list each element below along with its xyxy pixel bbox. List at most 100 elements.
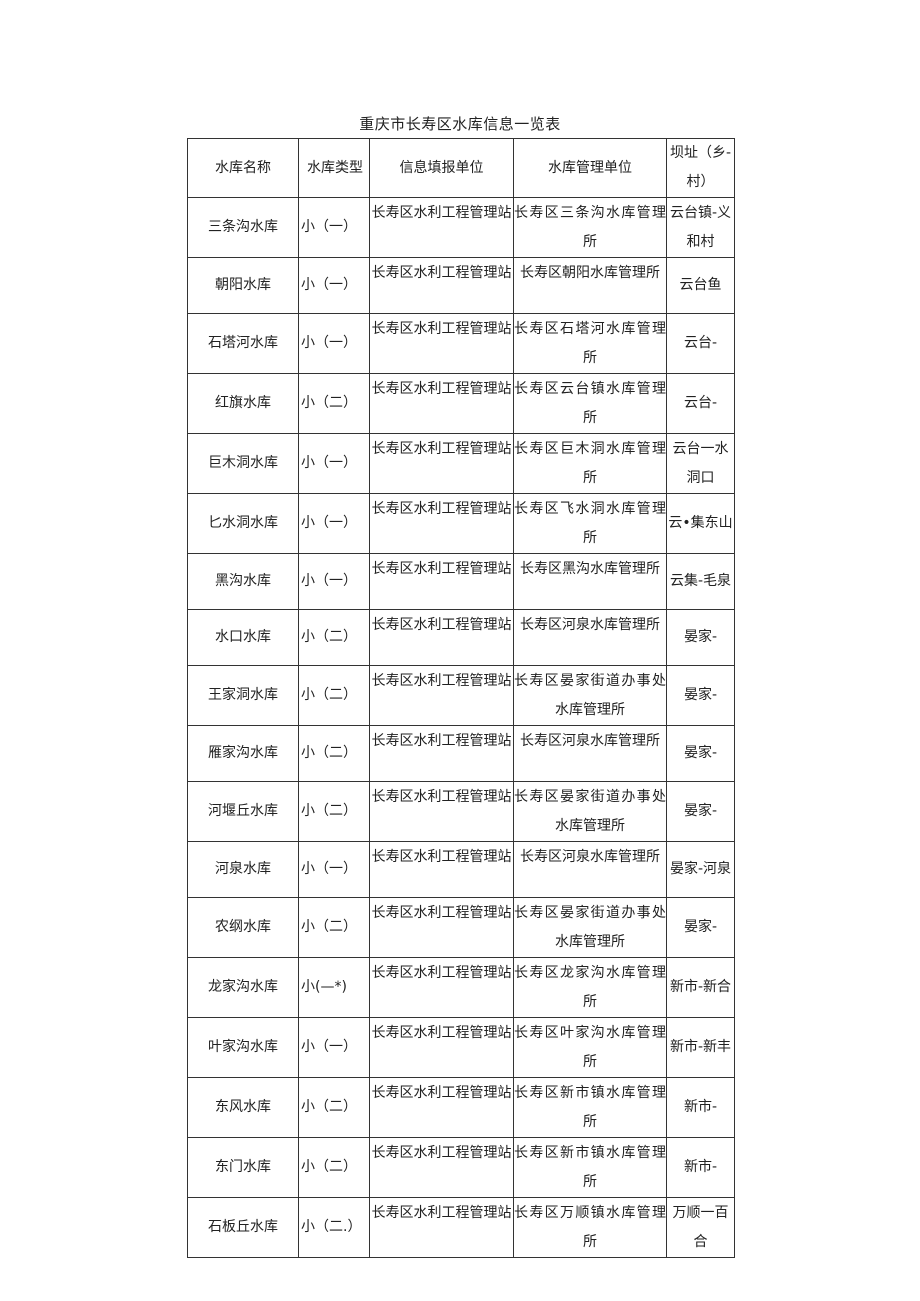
header-management-unit: 水库管理单位	[513, 138, 667, 198]
reporting-unit-cell: 长寿区水利工程管理站	[369, 1077, 514, 1138]
reservoir-type-cell: 小（二）	[298, 665, 370, 726]
dam-site-cell: 万顺一百合	[666, 1197, 735, 1258]
reservoir-table: 水库名称 水库类型 信息填报单位 水库管理单位 坝址（乡-村） 三条沟水库 小（一…	[187, 138, 735, 1258]
reservoir-name-cell: 匕水洞水库	[187, 493, 299, 554]
reporting-unit-cell: 长寿区水利工程管理站	[369, 493, 514, 554]
reservoir-name-cell: 王家洞水库	[187, 665, 299, 726]
dam-site-cell: 云台鱼	[666, 257, 735, 314]
table-row: 石板丘水库 小（二.） 长寿区水利工程管理站 长寿区万顺镇水库管理所 万顺一百合	[187, 1197, 735, 1258]
management-unit-cell: 长寿区新市镇水库管理所	[513, 1137, 667, 1198]
reservoir-type-cell: 小（一）	[298, 197, 370, 258]
reservoir-type-cell: 小（二）	[298, 1077, 370, 1138]
reporting-unit-cell: 长寿区水利工程管理站	[369, 725, 514, 782]
reservoir-name-cell: 东门水库	[187, 1137, 299, 1198]
management-unit-cell: 长寿区黑沟水库管理所	[513, 553, 667, 610]
reservoir-type-cell: 小（二.）	[298, 1197, 370, 1258]
dam-site-cell: 晏家-河泉	[666, 841, 735, 898]
table-row: 黑沟水库 小（一） 长寿区水利工程管理站 长寿区黑沟水库管理所 云集-毛泉	[187, 553, 735, 610]
reservoir-name-cell: 红旗水库	[187, 373, 299, 434]
dam-site-cell: 云•集东山	[666, 493, 735, 554]
management-unit-cell: 长寿区河泉水库管理所	[513, 725, 667, 782]
reservoir-type-cell: 小（一）	[298, 433, 370, 494]
dam-site-cell: 云台镇-义和村	[666, 197, 735, 258]
reservoir-type-cell: 小(—*)	[298, 957, 370, 1018]
reporting-unit-cell: 长寿区水利工程管理站	[369, 957, 514, 1018]
management-unit-cell: 长寿区龙家沟水库管理所	[513, 957, 667, 1018]
reservoir-type-cell: 小（一）	[298, 1017, 370, 1078]
table-row: 朝阳水库 小（一） 长寿区水利工程管理站 长寿区朝阳水库管理所 云台鱼	[187, 257, 735, 314]
dam-site-cell: 晏家-	[666, 725, 735, 782]
dam-site-cell: 新市-	[666, 1077, 735, 1138]
reservoir-type-cell: 小（一）	[298, 257, 370, 314]
dam-site-cell: 新市-新合	[666, 957, 735, 1018]
table-row: 叶家沟水库 小（一） 长寿区水利工程管理站 长寿区叶家沟水库管理所 新市-新丰	[187, 1017, 735, 1078]
table-row: 三条沟水库 小（一） 长寿区水利工程管理站 长寿区三条沟水库管理所 云台镇-义和村	[187, 197, 735, 258]
reservoir-name-cell: 巨木洞水库	[187, 433, 299, 494]
table-row: 龙家沟水库 小(—*) 长寿区水利工程管理站 长寿区龙家沟水库管理所 新市-新合	[187, 957, 735, 1018]
table-row: 河堰丘水库 小（二） 长寿区水利工程管理站 长寿区晏家街道办事处水库管理所 晏家-	[187, 781, 735, 842]
dam-site-cell: 新市-新丰	[666, 1017, 735, 1078]
reservoir-name-cell: 农纲水库	[187, 897, 299, 958]
table-row: 东门水库 小（二） 长寿区水利工程管理站 长寿区新市镇水库管理所 新市-	[187, 1137, 735, 1198]
management-unit-cell: 长寿区万顺镇水库管理所	[513, 1197, 667, 1258]
table-row: 东风水库 小（二） 长寿区水利工程管理站 长寿区新市镇水库管理所 新市-	[187, 1077, 735, 1138]
reservoir-name-cell: 黑沟水库	[187, 553, 299, 610]
reservoir-name-cell: 朝阳水库	[187, 257, 299, 314]
dam-site-cell: 新市-	[666, 1137, 735, 1198]
table-row: 巨木洞水库 小（一） 长寿区水利工程管理站 长寿区巨木洞水库管理所 云台一水洞口	[187, 433, 735, 494]
reservoir-type-cell: 小（二）	[298, 897, 370, 958]
dam-site-cell: 云台一水洞口	[666, 433, 735, 494]
reservoir-name-cell: 石塔河水库	[187, 313, 299, 374]
reporting-unit-cell: 长寿区水利工程管理站	[369, 433, 514, 494]
reservoir-type-cell: 小（一）	[298, 493, 370, 554]
management-unit-cell: 长寿区晏家街道办事处水库管理所	[513, 897, 667, 958]
reporting-unit-cell: 长寿区水利工程管理站	[369, 609, 514, 666]
management-unit-cell: 长寿区河泉水库管理所	[513, 609, 667, 666]
reporting-unit-cell: 长寿区水利工程管理站	[369, 841, 514, 898]
table-row: 匕水洞水库 小（一） 长寿区水利工程管理站 长寿区飞水洞水库管理所 云•集东山	[187, 493, 735, 554]
reservoir-name-cell: 河堰丘水库	[187, 781, 299, 842]
header-reporting-unit: 信息填报单位	[369, 138, 514, 198]
reporting-unit-cell: 长寿区水利工程管理站	[369, 897, 514, 958]
table-header-row: 水库名称 水库类型 信息填报单位 水库管理单位 坝址（乡-村）	[187, 138, 735, 198]
management-unit-cell: 长寿区晏家街道办事处水库管理所	[513, 781, 667, 842]
dam-site-cell: 晏家-	[666, 897, 735, 958]
table-row: 王家洞水库 小（二） 长寿区水利工程管理站 长寿区晏家街道办事处水库管理所 晏家-	[187, 665, 735, 726]
reporting-unit-cell: 长寿区水利工程管理站	[369, 197, 514, 258]
table-row: 河泉水库 小（一） 长寿区水利工程管理站 长寿区河泉水库管理所 晏家-河泉	[187, 841, 735, 898]
reservoir-name-cell: 河泉水库	[187, 841, 299, 898]
dam-site-cell: 云台-	[666, 373, 735, 434]
dam-site-cell: 云集-毛泉	[666, 553, 735, 610]
reservoir-name-cell: 水口水库	[187, 609, 299, 666]
reporting-unit-cell: 长寿区水利工程管理站	[369, 781, 514, 842]
reservoir-name-cell: 三条沟水库	[187, 197, 299, 258]
reservoir-name-cell: 石板丘水库	[187, 1197, 299, 1258]
dam-site-cell: 晏家-	[666, 781, 735, 842]
reservoir-type-cell: 小（一）	[298, 553, 370, 610]
management-unit-cell: 长寿区巨木洞水库管理所	[513, 433, 667, 494]
management-unit-cell: 长寿区石塔河水库管理所	[513, 313, 667, 374]
table-row: 雁家沟水库 小（二） 长寿区水利工程管理站 长寿区河泉水库管理所 晏家-	[187, 725, 735, 782]
management-unit-cell: 长寿区河泉水库管理所	[513, 841, 667, 898]
reservoir-type-cell: 小（二）	[298, 609, 370, 666]
management-unit-cell: 长寿区三条沟水库管理所	[513, 197, 667, 258]
reservoir-type-cell: 小（二）	[298, 781, 370, 842]
reservoir-name-cell: 雁家沟水库	[187, 725, 299, 782]
reservoir-type-cell: 小（一）	[298, 841, 370, 898]
reporting-unit-cell: 长寿区水利工程管理站	[369, 373, 514, 434]
reservoir-type-cell: 小（二）	[298, 725, 370, 782]
header-name: 水库名称	[187, 138, 299, 198]
management-unit-cell: 长寿区新市镇水库管理所	[513, 1077, 667, 1138]
management-unit-cell: 长寿区飞水洞水库管理所	[513, 493, 667, 554]
reporting-unit-cell: 长寿区水利工程管理站	[369, 665, 514, 726]
table-row: 红旗水库 小（二） 长寿区水利工程管理站 长寿区云台镇水库管理所 云台-	[187, 373, 735, 434]
reservoir-type-cell: 小（一）	[298, 313, 370, 374]
document-title: 重庆市长寿区水库信息一览表	[359, 115, 561, 133]
reporting-unit-cell: 长寿区水利工程管理站	[369, 313, 514, 374]
management-unit-cell: 长寿区朝阳水库管理所	[513, 257, 667, 314]
dam-site-cell: 云台-	[666, 313, 735, 374]
reporting-unit-cell: 长寿区水利工程管理站	[369, 553, 514, 610]
reservoir-name-cell: 龙家沟水库	[187, 957, 299, 1018]
dam-site-cell: 晏家-	[666, 665, 735, 726]
header-dam-site: 坝址（乡-村）	[666, 138, 735, 198]
